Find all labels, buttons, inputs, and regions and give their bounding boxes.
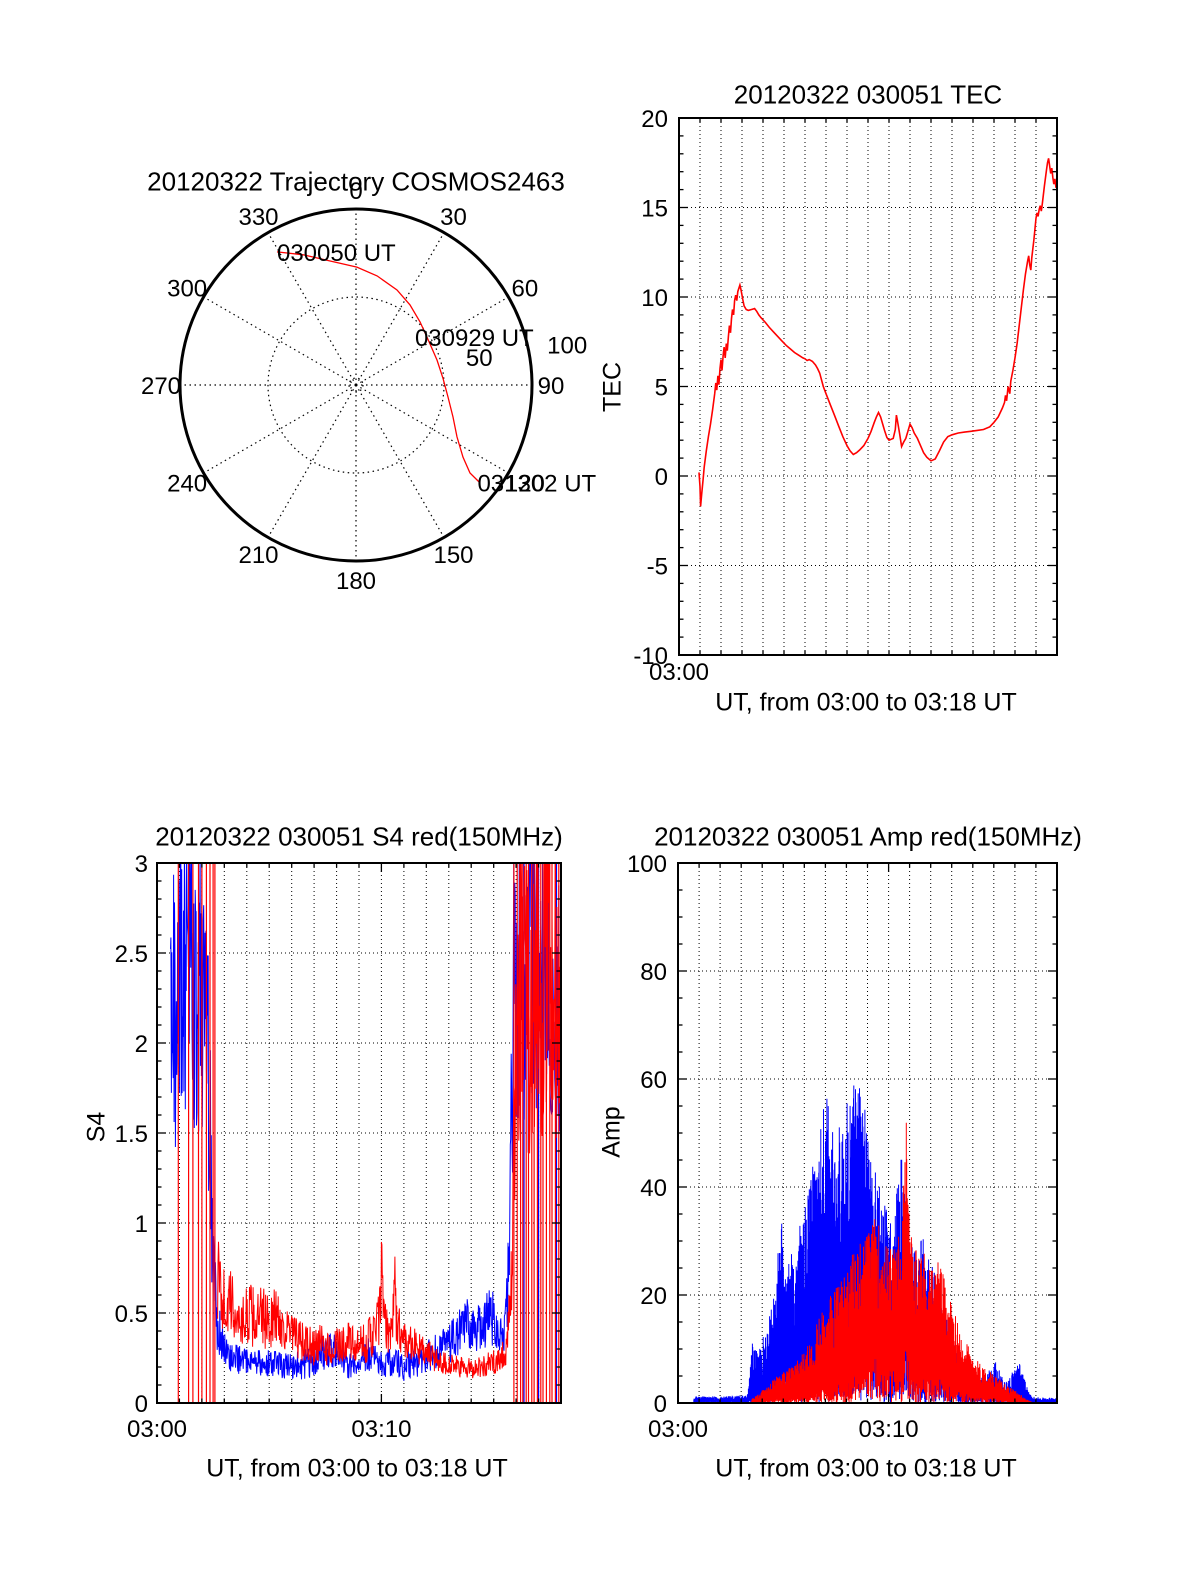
tec-x-axis-label: UT, from 03:00 to 03:18 UT: [715, 688, 1017, 717]
amp-title: 20120322 030051 Amp red(150MHz): [654, 821, 1082, 852]
amp-series-amp-red: [751, 1122, 1033, 1403]
radial-label: 100: [547, 333, 587, 360]
s4-title: 20120322 030051 S4 red(150MHz): [155, 821, 563, 852]
s4-ytick-label: 0: [135, 1391, 148, 1418]
s4-ytick-label: 1.5: [115, 1121, 148, 1148]
s4-series-s4-blue: [170, 863, 561, 1403]
trajectory-annotation: 031302 UT: [477, 470, 596, 497]
trajectory-annotation: 030050 UT: [277, 240, 396, 267]
azimuth-label: 0: [349, 178, 362, 205]
polar-spoke: [267, 384, 357, 538]
trajectory-annotation: 030929 UT: [415, 325, 534, 352]
polar-spoke: [355, 384, 445, 538]
polar-ring: [267, 296, 445, 474]
s4-series-s4-red: [177, 863, 561, 1403]
tec-ytick-label: 10: [641, 285, 668, 312]
azimuth-label: 120: [505, 471, 545, 498]
polar-spoke: [203, 384, 357, 474]
tec-title: 20120322 030051 TEC: [733, 79, 1003, 110]
s4-x-axis-label: UT, from 03:00 to 03:18 UT: [206, 1454, 508, 1483]
tec-ytick-label: 20: [641, 106, 668, 133]
s4-ytick-label: 1: [135, 1211, 148, 1238]
tec-ytick-label: 5: [655, 375, 668, 402]
tec-ytick-label: -5: [647, 554, 668, 581]
amp-x-axis-label: UT, from 03:00 to 03:18 UT: [715, 1454, 1017, 1483]
s4-ytick-label: 2: [135, 1031, 148, 1058]
azimuth-label: 330: [238, 204, 278, 231]
s4-xtick-label: 03:10: [351, 1416, 411, 1443]
azimuth-label: 90: [538, 373, 565, 400]
azimuth-label: 180: [336, 568, 376, 595]
tec-xtick-label: 03:00: [649, 659, 709, 686]
s4-ytick-label: 0.5: [115, 1301, 148, 1328]
tec-ytick-label: 0: [655, 464, 668, 491]
azimuth-label: 240: [167, 471, 207, 498]
s4-ytick-label: 3: [135, 851, 148, 878]
azimuth-label: 300: [167, 276, 207, 303]
radial-label: 50: [466, 345, 493, 372]
amp-noisy-band: [751, 1122, 1033, 1403]
tec-ytick-label: 15: [641, 196, 668, 223]
polar-ring: [348, 377, 364, 393]
amp-ytick-label: 80: [640, 959, 667, 986]
amp-ytick-label: 0: [654, 1391, 667, 1418]
trajectory-path: [276, 251, 481, 484]
trajectory-title: 20120322 Trajectory COSMOS2463: [147, 166, 565, 197]
amp-ytick-label: 60: [640, 1067, 667, 1094]
s4-xtick-label: 03:00: [127, 1416, 187, 1443]
azimuth-label: 30: [440, 204, 467, 231]
azimuth-label: 60: [512, 276, 539, 303]
amp-ytick-label: 20: [640, 1283, 667, 1310]
s4-noisy-trace: [217, 863, 561, 1379]
tec-trace: [698, 158, 1057, 507]
amp-xtick-label: 03:10: [859, 1416, 919, 1443]
polar-outer-circle: [178, 207, 534, 563]
azimuth-label: 150: [433, 542, 473, 569]
azimuth-label: 270: [141, 373, 181, 400]
amp-ytick-label: 40: [640, 1175, 667, 1202]
amp-ytick-label: 100: [627, 851, 667, 878]
amp-xtick-label: 03:00: [648, 1416, 708, 1443]
s4-ytick-label: 2.5: [115, 941, 148, 968]
tec-ytick-label: -10: [633, 643, 668, 670]
tec-series-tec: [698, 158, 1057, 507]
polar-spoke: [203, 296, 357, 386]
azimuth-label: 210: [238, 542, 278, 569]
